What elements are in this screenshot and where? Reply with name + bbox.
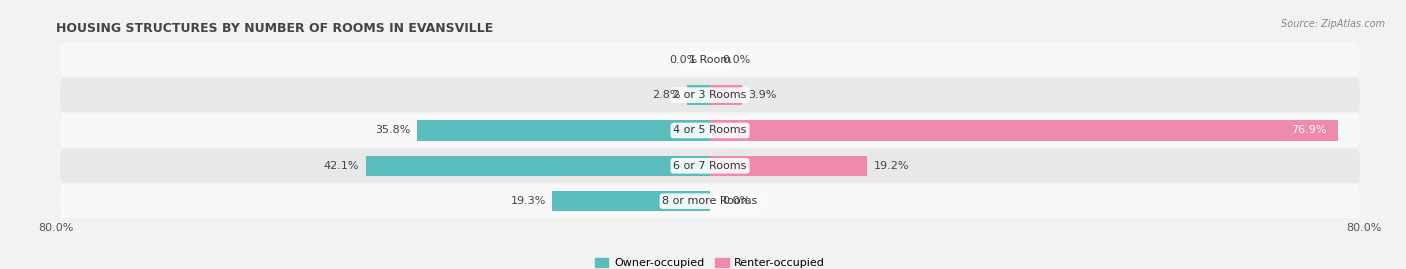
Bar xyxy=(710,85,742,105)
Text: 2.8%: 2.8% xyxy=(652,90,681,100)
FancyBboxPatch shape xyxy=(60,184,1360,218)
Text: 35.8%: 35.8% xyxy=(375,125,411,136)
Text: HOUSING STRUCTURES BY NUMBER OF ROOMS IN EVANSVILLE: HOUSING STRUCTURES BY NUMBER OF ROOMS IN… xyxy=(56,22,494,35)
FancyBboxPatch shape xyxy=(60,43,1360,77)
Bar xyxy=(366,155,710,176)
Text: 4 or 5 Rooms: 4 or 5 Rooms xyxy=(673,125,747,136)
Bar xyxy=(710,155,868,176)
Legend: Owner-occupied, Renter-occupied: Owner-occupied, Renter-occupied xyxy=(591,253,830,269)
Text: 19.2%: 19.2% xyxy=(873,161,908,171)
Bar xyxy=(418,120,710,141)
Text: 0.0%: 0.0% xyxy=(723,55,751,65)
Text: 0.0%: 0.0% xyxy=(723,196,751,206)
FancyBboxPatch shape xyxy=(60,114,1360,147)
Text: 19.3%: 19.3% xyxy=(510,196,546,206)
Text: Source: ZipAtlas.com: Source: ZipAtlas.com xyxy=(1281,19,1385,29)
Text: 8 or more Rooms: 8 or more Rooms xyxy=(662,196,758,206)
Text: 1 Room: 1 Room xyxy=(689,55,731,65)
Bar xyxy=(710,120,1339,141)
FancyBboxPatch shape xyxy=(60,78,1360,112)
Bar xyxy=(553,191,710,211)
Text: 2 or 3 Rooms: 2 or 3 Rooms xyxy=(673,90,747,100)
Text: 42.1%: 42.1% xyxy=(323,161,360,171)
Text: 6 or 7 Rooms: 6 or 7 Rooms xyxy=(673,161,747,171)
FancyBboxPatch shape xyxy=(60,149,1360,183)
Bar xyxy=(688,85,710,105)
Text: 76.9%: 76.9% xyxy=(1291,125,1326,136)
Text: 0.0%: 0.0% xyxy=(669,55,697,65)
Text: 3.9%: 3.9% xyxy=(748,90,778,100)
